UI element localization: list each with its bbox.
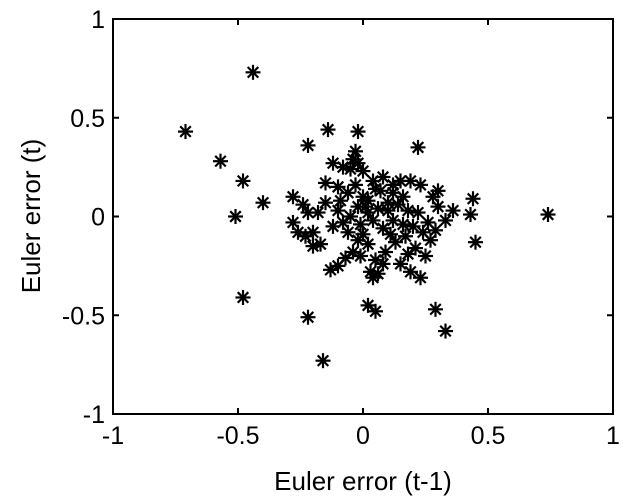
ticks-layer: -1 -0.5 0 0.5 1 -1 -0.5 0 0.5 1 <box>62 6 620 450</box>
data-point <box>325 218 341 234</box>
data-point <box>400 203 416 219</box>
data-point <box>295 197 311 213</box>
data-point <box>398 228 413 244</box>
data-point <box>285 189 301 205</box>
data-point <box>235 173 251 189</box>
points-layer <box>178 64 556 369</box>
data-point <box>405 218 421 234</box>
data-point <box>285 214 301 230</box>
data-point <box>445 203 461 219</box>
x-axis-label: Euler error (t-1) <box>274 466 452 496</box>
data-point <box>300 137 316 153</box>
y-tick-label: -0.5 <box>62 302 105 330</box>
data-point <box>368 303 383 319</box>
data-point <box>375 256 391 272</box>
data-point <box>373 183 388 199</box>
data-point <box>370 201 386 217</box>
y-axis-label: Euler error (t) <box>16 139 46 294</box>
data-point <box>465 191 481 207</box>
data-point <box>245 64 261 80</box>
data-point <box>410 205 426 221</box>
data-point <box>378 244 393 260</box>
data-point <box>340 224 356 240</box>
data-point <box>388 234 403 250</box>
data-point <box>325 155 341 171</box>
data-point <box>348 177 363 193</box>
data-point <box>178 124 193 140</box>
x-tick-label: 1 <box>606 422 620 450</box>
data-point <box>323 262 338 278</box>
data-point <box>410 139 426 155</box>
data-point <box>350 232 366 248</box>
data-point <box>383 226 398 242</box>
data-point <box>355 163 371 179</box>
data-point <box>428 222 443 238</box>
data-point <box>380 195 396 211</box>
data-point <box>353 248 368 264</box>
data-point <box>438 212 453 228</box>
data-point <box>300 309 316 325</box>
data-point <box>213 153 228 169</box>
data-point <box>385 177 401 193</box>
data-point <box>393 256 408 272</box>
data-point <box>300 205 316 221</box>
data-point <box>365 212 381 228</box>
x-tick-label: -0.5 <box>216 422 259 450</box>
data-point <box>428 301 443 317</box>
data-point <box>420 214 436 230</box>
data-point <box>333 193 348 209</box>
data-point <box>395 216 411 232</box>
data-point <box>305 238 321 254</box>
data-point <box>353 216 368 232</box>
x-tick-label: 0 <box>356 422 370 450</box>
y-tick-label: 0 <box>91 204 105 232</box>
data-point <box>395 189 411 205</box>
data-point <box>403 264 418 280</box>
data-point <box>228 209 243 224</box>
data-point <box>320 122 336 138</box>
data-point <box>390 197 406 213</box>
data-point <box>400 246 416 262</box>
data-point <box>540 207 556 223</box>
y-tick-label: 0.5 <box>70 105 105 133</box>
data-point <box>330 179 346 195</box>
data-point <box>358 199 373 215</box>
data-point <box>330 203 346 219</box>
y-tick-label: 1 <box>91 6 105 34</box>
data-point <box>350 124 366 140</box>
data-point <box>318 195 333 211</box>
data-point <box>463 207 478 223</box>
x-tick-label: -1 <box>102 422 124 450</box>
data-point <box>235 289 251 305</box>
data-point <box>315 353 331 369</box>
data-point <box>413 270 428 286</box>
data-point <box>350 155 366 171</box>
data-point <box>438 323 453 339</box>
data-point <box>365 173 381 189</box>
data-point <box>418 248 433 264</box>
x-tick-label: 0.5 <box>471 422 506 450</box>
data-point <box>430 183 446 199</box>
y-tick-label: -1 <box>83 401 105 429</box>
data-point <box>310 205 326 221</box>
data-point <box>318 175 333 191</box>
data-point <box>468 234 483 250</box>
data-point <box>255 195 271 211</box>
